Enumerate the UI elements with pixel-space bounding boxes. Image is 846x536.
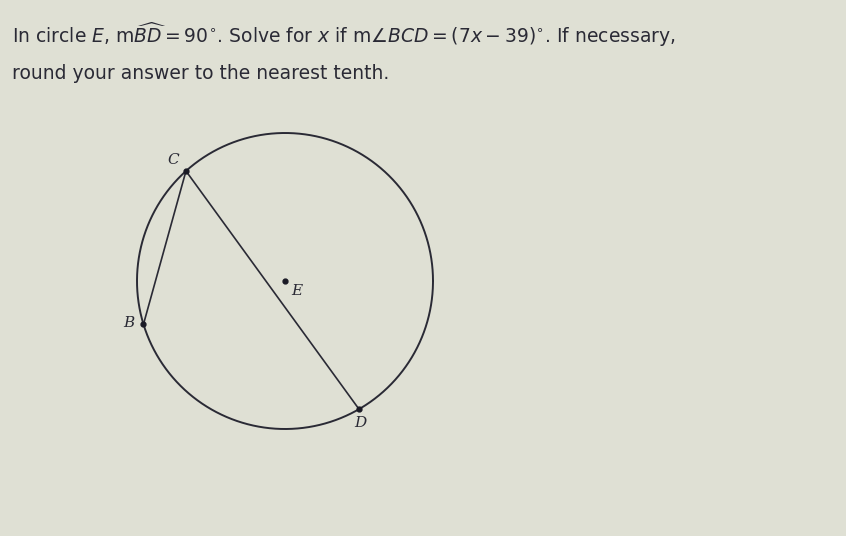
Text: D: D bbox=[354, 416, 366, 430]
Text: C: C bbox=[168, 153, 179, 167]
Text: B: B bbox=[124, 316, 135, 330]
Text: round your answer to the nearest tenth.: round your answer to the nearest tenth. bbox=[12, 64, 389, 83]
Text: In circle $E$, m$\widehat{BD}=90^{\circ}$. Solve for $x$ if m$\angle BCD=(7x-39): In circle $E$, m$\widehat{BD}=90^{\circ}… bbox=[12, 21, 676, 49]
Text: E: E bbox=[292, 284, 303, 297]
